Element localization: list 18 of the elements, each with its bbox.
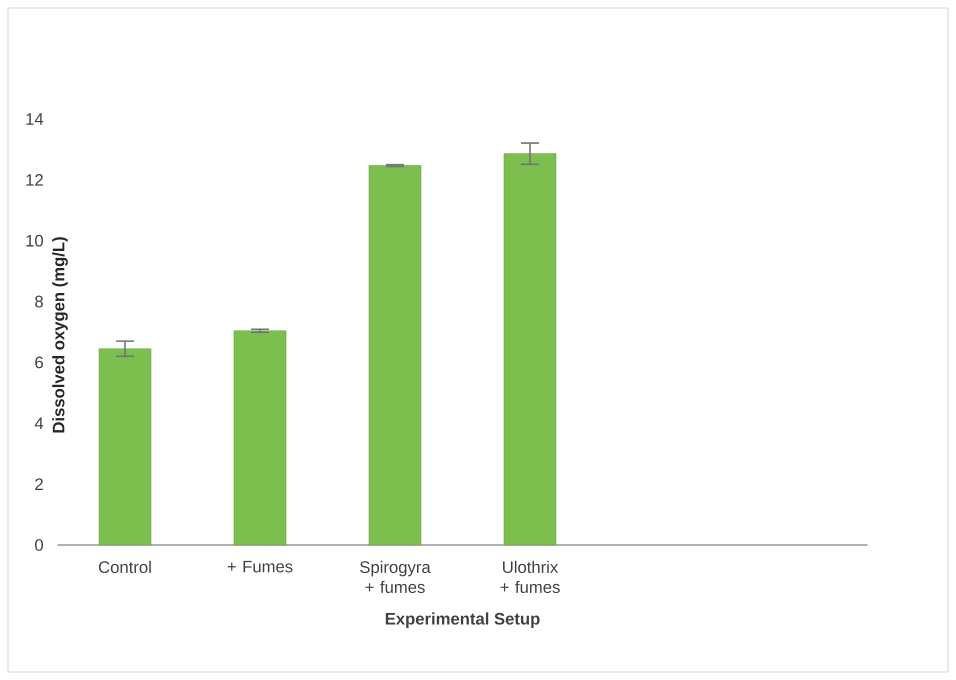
bar [504, 153, 556, 546]
y-tick-label: 4 [34, 418, 44, 430]
bar [368, 165, 422, 546]
x-axis-title: Experimental Setup [386, 612, 540, 628]
y-tick-label: 6 [35, 356, 43, 368]
y-tick-label: 10 [26, 234, 44, 247]
x-tick-label: + Fumes [228, 560, 293, 572]
y-tick-label: 12 [26, 174, 43, 186]
x-tick-label: Ulothrix + fumes [500, 560, 560, 594]
bar [234, 330, 286, 546]
y-axis-title: Dissolved oxygen (mg/L) [52, 237, 68, 433]
x-tick-label: Control [98, 560, 151, 574]
y-tick-label: 8 [35, 296, 43, 308]
y-tick-label: 0 [35, 539, 44, 551]
x-tick-label: Spirogyra + fumes [360, 560, 431, 594]
y-tick-label: 2 [35, 478, 43, 490]
bar [98, 348, 152, 546]
y-tick-label: 14 [26, 113, 44, 125]
